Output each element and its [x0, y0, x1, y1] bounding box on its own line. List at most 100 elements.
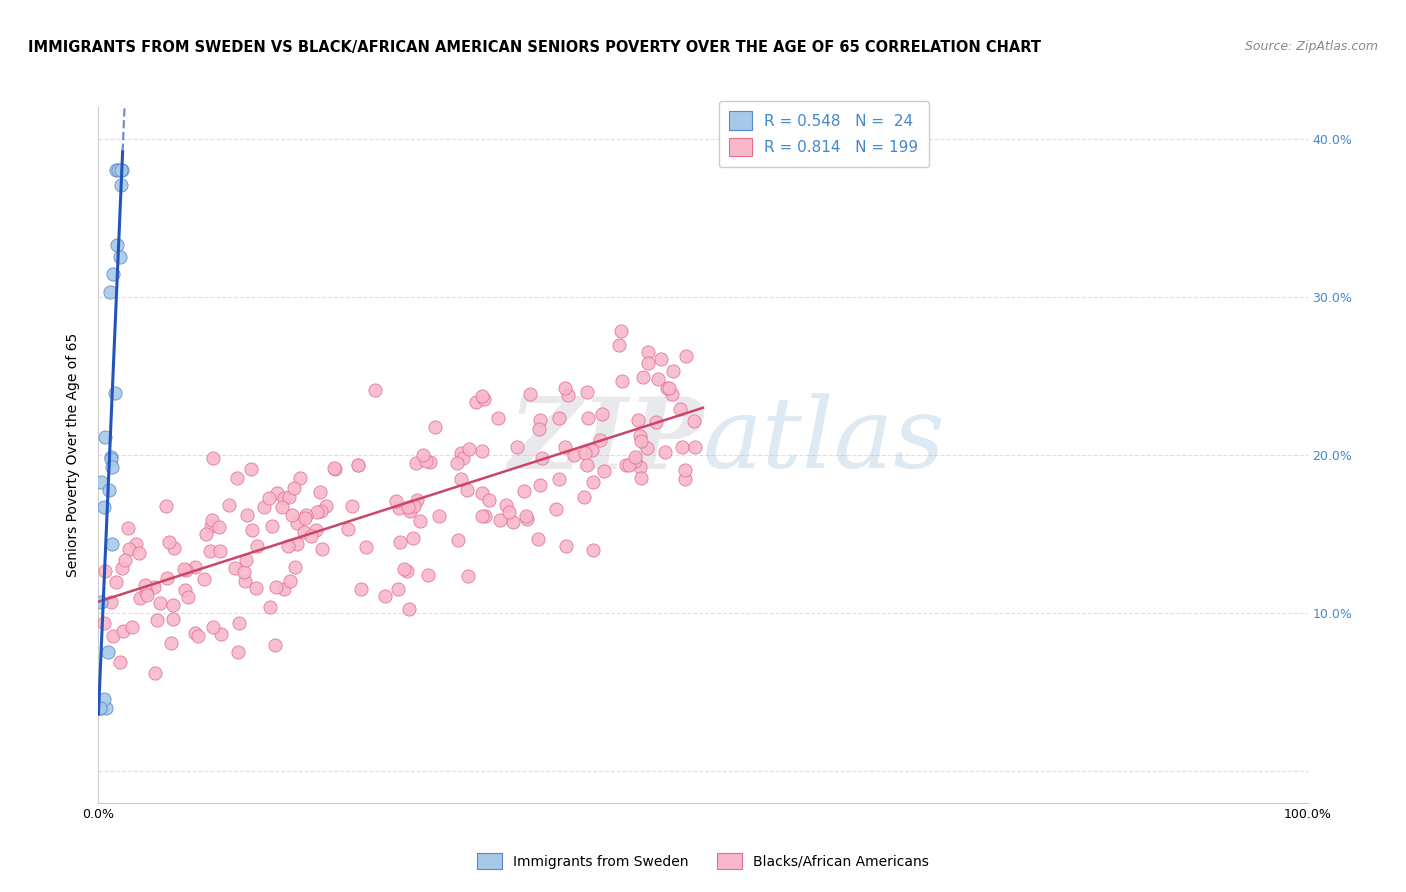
- Point: [654, 444, 676, 458]
- Point: [673, 471, 696, 485]
- Point: [284, 559, 307, 574]
- Point: [257, 491, 280, 505]
- Point: [471, 486, 494, 500]
- Point: [90, 475, 112, 489]
- Point: [315, 499, 337, 513]
- Point: [340, 500, 363, 514]
- Point: [637, 356, 659, 370]
- Point: [399, 504, 422, 518]
- Point: [527, 532, 550, 546]
- Point: [159, 636, 181, 650]
- Point: [636, 441, 658, 455]
- Point: [581, 442, 603, 457]
- Point: [200, 543, 222, 558]
- Point: [94, 564, 117, 578]
- Point: [277, 490, 299, 504]
- Point: [97, 645, 120, 659]
- Point: [98, 483, 121, 498]
- Point: [177, 590, 200, 604]
- Point: [156, 571, 179, 585]
- Point: [110, 163, 132, 178]
- Point: [245, 581, 267, 595]
- Point: [347, 458, 370, 473]
- Point: [228, 616, 250, 631]
- Point: [405, 493, 427, 508]
- Point: [322, 461, 344, 475]
- Point: [354, 541, 377, 555]
- Point: [669, 402, 692, 417]
- Point: [387, 582, 409, 597]
- Point: [110, 561, 132, 575]
- Point: [425, 420, 447, 434]
- Point: [311, 542, 333, 557]
- Point: [239, 462, 262, 476]
- Point: [683, 414, 706, 428]
- Point: [143, 580, 166, 594]
- Point: [427, 508, 450, 523]
- Point: [450, 446, 472, 460]
- Point: [235, 553, 257, 567]
- Point: [226, 645, 249, 659]
- Point: [388, 501, 411, 516]
- Point: [226, 471, 249, 485]
- Point: [271, 500, 294, 515]
- Point: [100, 595, 122, 609]
- Text: IMMIGRANTS FROM SWEDEN VS BLACK/AFRICAN AMERICAN SENIORS POVERTY OVER THE AGE OF: IMMIGRANTS FROM SWEDEN VS BLACK/AFRICAN …: [28, 40, 1040, 55]
- Point: [104, 386, 127, 401]
- Point: [202, 620, 225, 634]
- Point: [554, 440, 576, 454]
- Point: [118, 542, 141, 557]
- Point: [655, 381, 678, 395]
- Point: [650, 352, 672, 367]
- Point: [589, 433, 612, 447]
- Point: [548, 473, 571, 487]
- Point: [93, 615, 115, 630]
- Point: [631, 370, 654, 384]
- Point: [194, 527, 217, 541]
- Point: [90, 701, 112, 715]
- Point: [364, 384, 387, 398]
- Point: [112, 624, 135, 639]
- Point: [529, 422, 551, 436]
- Point: [114, 553, 136, 567]
- Point: [129, 591, 152, 606]
- Point: [592, 464, 614, 478]
- Point: [554, 381, 576, 395]
- Point: [374, 589, 396, 603]
- Point: [193, 572, 215, 586]
- Point: [136, 588, 159, 602]
- Point: [624, 450, 647, 464]
- Point: [110, 178, 132, 192]
- Point: [628, 460, 651, 475]
- Point: [264, 639, 287, 653]
- Point: [163, 541, 186, 555]
- Point: [299, 528, 322, 542]
- Point: [233, 574, 256, 588]
- Point: [661, 386, 683, 401]
- Point: [402, 531, 425, 545]
- Point: [105, 163, 128, 178]
- Point: [617, 458, 640, 472]
- Point: [529, 412, 551, 426]
- Point: [451, 451, 474, 466]
- Point: [149, 596, 172, 610]
- Point: [624, 454, 647, 468]
- Point: [232, 565, 254, 579]
- Point: [647, 371, 669, 385]
- Point: [630, 434, 652, 448]
- Point: [121, 619, 143, 633]
- Point: [591, 407, 613, 421]
- Point: [658, 381, 681, 395]
- Point: [405, 456, 427, 470]
- Point: [292, 524, 315, 539]
- Point: [157, 535, 180, 549]
- Point: [675, 349, 697, 363]
- Point: [98, 285, 121, 300]
- Point: [498, 505, 520, 519]
- Point: [576, 385, 599, 400]
- Point: [110, 250, 132, 264]
- Point: [288, 471, 311, 485]
- Point: [235, 508, 257, 523]
- Point: [103, 267, 125, 281]
- Point: [446, 457, 468, 471]
